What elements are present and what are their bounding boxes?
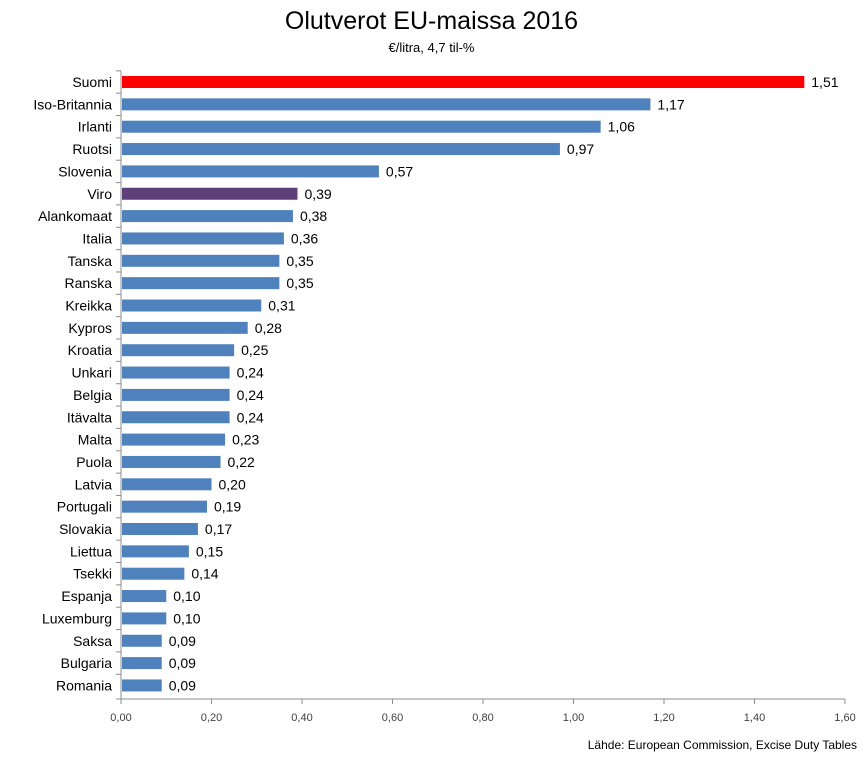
category-label: Luxemburg bbox=[42, 610, 112, 626]
category-label: Iso-Britannia bbox=[33, 96, 112, 112]
category-label: Ranska bbox=[65, 275, 113, 291]
data-label: 0,24 bbox=[237, 365, 264, 381]
bar bbox=[122, 545, 189, 558]
bar bbox=[122, 187, 298, 200]
category-label: Kreikka bbox=[65, 298, 112, 314]
bar bbox=[122, 679, 162, 692]
x-tick-label: 0,00 bbox=[110, 712, 131, 724]
bar bbox=[122, 254, 280, 267]
bar bbox=[122, 455, 221, 468]
category-label: Romania bbox=[56, 677, 112, 693]
category-label: Slovenia bbox=[58, 163, 112, 179]
data-label: 0,24 bbox=[237, 387, 264, 403]
data-label: 1,51 bbox=[811, 74, 838, 90]
bar bbox=[122, 277, 280, 290]
bar bbox=[122, 344, 235, 357]
data-label: 0,17 bbox=[205, 521, 232, 537]
data-label: 0,09 bbox=[169, 633, 196, 649]
category-label: Tsekki bbox=[73, 566, 112, 582]
data-label: 0,09 bbox=[169, 655, 196, 671]
chart-title: Olutverot EU-maissa 2016 bbox=[284, 7, 579, 35]
category-label: Italia bbox=[82, 230, 112, 246]
chart-source: Lähde: European Commission, Excise Duty … bbox=[587, 738, 857, 752]
bar bbox=[122, 411, 230, 424]
x-tick-label: 1,60 bbox=[834, 712, 855, 724]
bar bbox=[122, 478, 212, 491]
bar bbox=[122, 321, 248, 334]
bar bbox=[122, 612, 167, 625]
data-label: 0,36 bbox=[291, 230, 318, 246]
data-label: 0,38 bbox=[300, 208, 327, 224]
data-label: 0,09 bbox=[169, 677, 196, 693]
category-label: Espanja bbox=[61, 588, 112, 604]
bar bbox=[122, 388, 230, 401]
data-label: 0,19 bbox=[214, 499, 241, 515]
category-label: Tanska bbox=[68, 253, 113, 269]
x-tick-label: 0,60 bbox=[382, 712, 403, 724]
category-label: Ruotsi bbox=[72, 141, 112, 157]
x-tick-label: 0,20 bbox=[201, 712, 222, 724]
bar bbox=[122, 143, 560, 156]
bar bbox=[122, 366, 230, 379]
data-label: 0,14 bbox=[191, 566, 218, 582]
bar bbox=[122, 523, 198, 535]
category-label: Kroatia bbox=[68, 342, 113, 358]
data-label: 0,57 bbox=[386, 163, 413, 179]
category-label: Latvia bbox=[75, 476, 113, 492]
data-label: 0,25 bbox=[241, 342, 268, 358]
data-label: 0,23 bbox=[232, 432, 259, 448]
data-label: 0,97 bbox=[567, 141, 594, 157]
chart-subtitle: €/litra, 4,7 til-% bbox=[388, 40, 475, 55]
category-label: Unkari bbox=[72, 365, 112, 381]
bar bbox=[122, 210, 293, 223]
x-tick-label: 0,80 bbox=[472, 712, 493, 724]
bar bbox=[122, 567, 185, 580]
category-label: Viro bbox=[87, 186, 112, 202]
bar bbox=[122, 165, 379, 178]
x-tick-label: 1,20 bbox=[653, 712, 674, 724]
x-tick-label: 1,00 bbox=[563, 712, 584, 724]
category-label: Belgia bbox=[73, 387, 112, 403]
category-label: Saksa bbox=[73, 633, 112, 649]
bar bbox=[122, 500, 207, 513]
category-label: Portugali bbox=[57, 499, 112, 515]
bar bbox=[122, 634, 162, 647]
bar bbox=[122, 657, 162, 670]
category-label: Itävalta bbox=[67, 409, 112, 425]
bar bbox=[122, 232, 284, 245]
bar bbox=[122, 76, 805, 88]
data-label: 0,10 bbox=[173, 610, 200, 626]
data-label: 0,35 bbox=[286, 253, 313, 269]
category-label: Slovakia bbox=[59, 521, 112, 537]
bar bbox=[122, 433, 226, 446]
data-label: 0,20 bbox=[219, 476, 246, 492]
category-label: Bulgaria bbox=[61, 655, 113, 671]
bar bbox=[122, 98, 651, 111]
data-label: 0,24 bbox=[237, 409, 264, 425]
data-label: 0,31 bbox=[268, 298, 295, 314]
data-label: 0,35 bbox=[286, 275, 313, 291]
bar bbox=[122, 590, 167, 603]
data-label: 0,15 bbox=[196, 543, 223, 559]
category-label: Puola bbox=[76, 454, 112, 470]
x-tick-label: 1,40 bbox=[744, 712, 765, 724]
data-label: 0,22 bbox=[228, 454, 255, 470]
data-label: 0,39 bbox=[304, 186, 331, 202]
bar bbox=[122, 120, 601, 133]
data-label: 0,28 bbox=[255, 320, 282, 336]
x-tick-label: 0,40 bbox=[291, 712, 312, 724]
bar bbox=[122, 299, 262, 312]
category-label: Irlanti bbox=[78, 119, 112, 135]
category-label: Suomi bbox=[72, 74, 112, 90]
category-label: Kypros bbox=[68, 320, 112, 336]
data-label: 0,10 bbox=[173, 588, 200, 604]
category-label: Liettua bbox=[70, 543, 112, 559]
category-label: Alankomaat bbox=[38, 208, 112, 224]
data-label: 1,17 bbox=[657, 96, 684, 112]
category-label: Malta bbox=[78, 432, 112, 448]
data-label: 1,06 bbox=[608, 119, 635, 135]
